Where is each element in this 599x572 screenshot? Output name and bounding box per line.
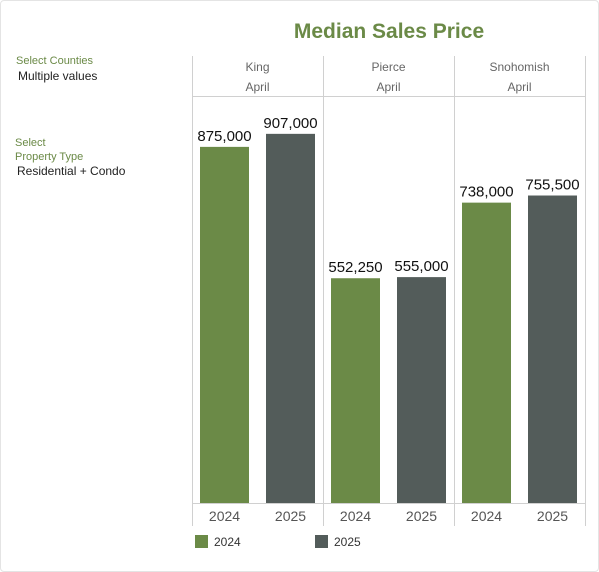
select-counties-label: Select Counties [16,55,94,67]
x-tick-label: 2024 [471,508,502,524]
panel-month-label: April [245,80,269,94]
x-tick-label: 2025 [275,508,306,524]
x-tick-label: 2025 [406,508,437,524]
legend-label-2025: 2025 [334,535,361,549]
bar-data-label: 552,250 [328,259,382,276]
bar-2024 [200,146,249,503]
panel-county-label: King [245,60,269,74]
bar-2024 [331,278,380,503]
select-counties-value[interactable]: Multiple values [18,69,98,83]
panel-county-label: Pierce [371,60,405,74]
bar-2024 [462,202,511,503]
chart-title: Median Sales Price [293,20,485,43]
bar-data-label: 555,000 [394,258,448,275]
panel-county-label: Snohomish [489,60,549,74]
bar-data-label: 738,000 [459,184,513,201]
bar-2025 [397,277,446,503]
x-tick-label: 2024 [340,508,371,524]
legend-swatch-2025 [315,535,328,548]
legend-label-2024: 2024 [214,535,241,549]
select-property-type-value[interactable]: Residential + Condo [17,164,126,178]
x-tick-label: 2025 [537,508,568,524]
bar-data-label: 875,000 [197,128,251,145]
bar-data-label: 755,500 [525,177,579,194]
bar-data-label: 907,000 [263,115,317,132]
panel-month-label: April [507,80,531,94]
bar-2025 [266,133,315,503]
panel-month-label: April [376,80,400,94]
legend-swatch-2024 [195,535,208,548]
x-tick-label: 2024 [209,508,240,524]
select-property-type-label-line2: Property Type [15,151,84,163]
select-property-type-label-line1: Select [15,137,46,149]
bar-2025 [528,195,577,503]
